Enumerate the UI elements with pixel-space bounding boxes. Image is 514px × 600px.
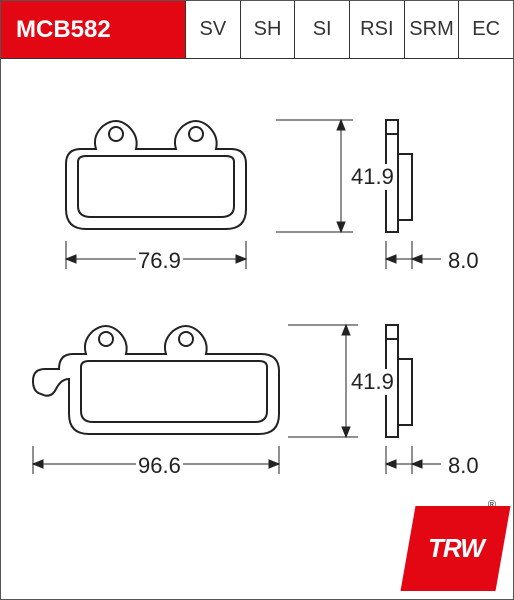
dim-top-thick: 8.0 xyxy=(446,248,481,274)
dim-bot-width: 96.6 xyxy=(136,453,183,479)
top-pad-front xyxy=(41,114,271,244)
dim-bot-thick-line xyxy=(381,444,501,484)
dim-bot-thick: 8.0 xyxy=(446,453,481,479)
variant-srm: SRM xyxy=(405,1,460,58)
dim-top-width: 76.9 xyxy=(136,248,183,274)
dim-top-thick-line xyxy=(381,239,501,279)
dim-bot-height: 41.9 xyxy=(349,369,396,395)
variant-si: SI xyxy=(295,1,350,58)
diagram-container: MCB582 SV SH SI RSI SRM EC xyxy=(0,0,514,600)
trw-logo-text: TRW xyxy=(428,533,484,564)
variant-sv: SV xyxy=(186,1,241,58)
dim-top-height: 41.9 xyxy=(349,164,396,190)
part-number: MCB582 xyxy=(1,1,186,58)
bottom-pad-front xyxy=(31,319,311,449)
variant-sh: SH xyxy=(241,1,296,58)
drawing-area: 41.9 76.9 8.0 xyxy=(1,59,513,599)
trw-logo: TRW xyxy=(401,506,511,591)
variant-ec: EC xyxy=(459,1,513,58)
header-row: MCB582 SV SH SI RSI SRM EC xyxy=(1,1,513,59)
variant-rsi: RSI xyxy=(350,1,405,58)
